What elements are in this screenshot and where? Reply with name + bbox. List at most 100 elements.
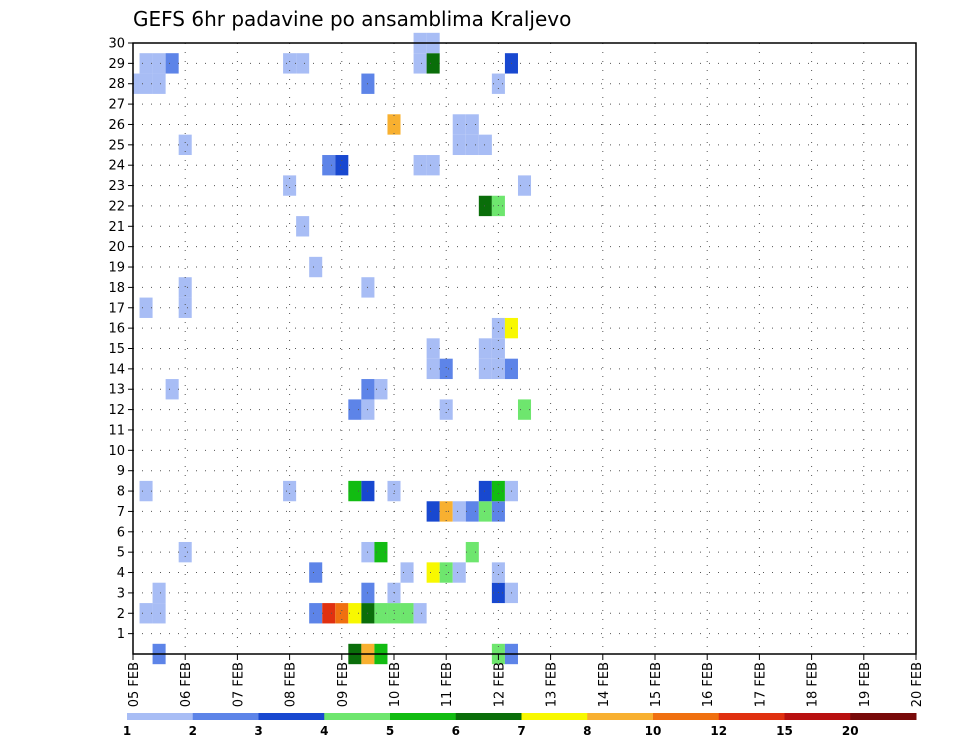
precip-cell <box>452 562 466 583</box>
precip-cell <box>165 379 179 400</box>
precip-cell <box>152 73 166 94</box>
y-tick-label: 15 <box>108 342 125 357</box>
legend-swatch <box>455 713 522 720</box>
precip-cell <box>178 541 192 563</box>
precip-cell <box>452 501 466 522</box>
precip-cell <box>478 358 492 380</box>
precip-cell <box>374 379 388 400</box>
precip-cell <box>491 338 505 359</box>
precip-cell <box>348 480 362 502</box>
precip-cell <box>178 297 192 318</box>
y-tick-label: 24 <box>108 159 125 174</box>
precip-cell <box>139 53 153 74</box>
precip-cell <box>426 53 440 74</box>
y-tick-label: 29 <box>108 57 125 72</box>
y-tick-label: 25 <box>108 138 125 153</box>
precip-cell <box>491 480 505 502</box>
precip-cell <box>283 480 297 502</box>
precip-cell <box>152 53 166 74</box>
precip-cell <box>465 541 479 563</box>
precip-cell <box>491 317 505 339</box>
precip-cell <box>178 277 192 298</box>
precip-cell <box>139 603 153 624</box>
x-tick-label: 11 FEB <box>440 662 455 707</box>
precip-cell <box>152 603 166 624</box>
precip-cell <box>283 53 297 74</box>
y-tick-label: 11 <box>108 423 125 438</box>
legend-label: 2 <box>189 724 197 738</box>
y-tick-label: 3 <box>117 586 125 601</box>
x-tick-label: 18 FEB <box>806 662 821 707</box>
precip-cell <box>348 603 362 624</box>
legend-swatch <box>258 713 325 720</box>
y-tick-label: 18 <box>108 281 125 296</box>
y-tick-label: 30 <box>108 37 125 52</box>
precip-cell <box>322 603 336 624</box>
x-tick-label: 06 FEB <box>179 662 194 707</box>
x-tick-label: 07 FEB <box>231 662 246 707</box>
precip-cell <box>452 114 466 135</box>
precip-cell <box>478 501 492 522</box>
precip-cell <box>374 541 388 563</box>
x-tick-label: 05 FEB <box>127 662 142 707</box>
precip-cell <box>478 338 492 359</box>
precip-cell <box>426 501 440 522</box>
legend-label: 8 <box>583 724 591 738</box>
legend-label: 7 <box>517 724 525 738</box>
y-tick-label: 12 <box>108 403 125 418</box>
x-tick-label: 15 FEB <box>649 662 664 707</box>
precip-cell <box>139 297 153 318</box>
precip-cell <box>139 480 153 502</box>
legend-swatch <box>653 713 720 720</box>
precip-cell <box>465 134 479 156</box>
y-tick-label: 17 <box>108 301 125 316</box>
precip-cell <box>517 175 532 196</box>
precipitation-cells <box>133 32 532 665</box>
legend-swatch <box>127 713 194 720</box>
precip-cell <box>491 73 505 94</box>
precip-cell <box>465 114 479 135</box>
precip-cell <box>426 562 440 583</box>
y-tick-label: 13 <box>108 383 125 398</box>
legend-label: 6 <box>452 724 460 738</box>
precip-cell <box>335 603 349 624</box>
precip-cell <box>478 480 492 502</box>
y-tick-label: 21 <box>108 220 125 235</box>
y-tick-label: 20 <box>108 240 125 255</box>
legend-swatch <box>324 713 391 720</box>
dotted-grid <box>133 42 916 654</box>
y-tick-label: 4 <box>117 566 125 581</box>
precip-cell <box>309 256 323 278</box>
legend-label: 1 <box>123 724 131 738</box>
x-tick-label: 08 FEB <box>284 662 299 707</box>
precip-cell <box>133 73 140 94</box>
precip-cell <box>178 134 192 156</box>
legend-swatch <box>850 713 917 720</box>
precip-cell <box>478 195 492 217</box>
precip-cell <box>296 216 310 237</box>
legend-label: 15 <box>776 724 793 738</box>
x-tick-label: 10 FEB <box>388 662 403 707</box>
precip-cell <box>439 562 453 583</box>
x-tick-label: 13 FEB <box>545 662 560 707</box>
x-tick-label: 09 FEB <box>336 662 351 707</box>
precip-cell <box>439 358 453 380</box>
y-tick-label: 23 <box>108 179 125 194</box>
color-legend: 1 2 3 4 5 6 7 8 10 12 15 20 <box>123 713 917 738</box>
legend-swatch <box>192 713 259 720</box>
precip-cell <box>296 53 310 74</box>
precip-cell <box>283 175 297 196</box>
y-tick-label: 8 <box>117 485 125 500</box>
precip-cell <box>152 582 166 604</box>
legend-swatch <box>521 713 588 720</box>
x-tick-label: 17 FEB <box>753 662 768 707</box>
precip-cell <box>452 134 466 156</box>
y-tick-label: 27 <box>108 98 125 113</box>
y-tick-label: 7 <box>117 505 125 520</box>
precip-cell <box>517 399 532 420</box>
x-tick-label: 16 FEB <box>701 662 716 707</box>
precip-cell <box>309 603 323 624</box>
legend-label: 20 <box>842 724 859 738</box>
precip-cell <box>400 562 414 583</box>
